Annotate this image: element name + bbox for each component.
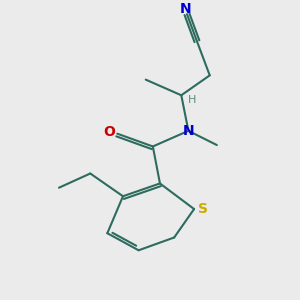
Text: N: N (183, 124, 194, 138)
Text: O: O (103, 125, 115, 139)
Text: N: N (180, 2, 191, 16)
Text: S: S (198, 202, 208, 216)
Text: H: H (188, 95, 196, 105)
